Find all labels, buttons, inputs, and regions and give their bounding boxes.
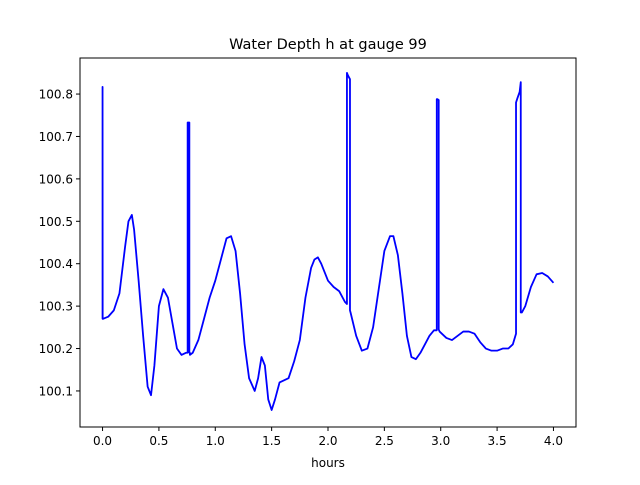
y-tick-label: 100.7: [39, 130, 73, 144]
x-axis: 0.0 0.5 1.0 1.5 2.0 2.5 3.0 3.5 4.0: [93, 427, 563, 448]
y-tick-label: 100.5: [39, 215, 73, 229]
x-tick-label: 3.0: [431, 434, 450, 448]
y-tick-label: 100.4: [39, 257, 73, 271]
x-tick-label: 1.0: [206, 434, 225, 448]
series-line-0: [101, 71, 555, 411]
y-tick-label: 100.6: [39, 172, 73, 186]
y-tick-label: 100.2: [39, 342, 73, 356]
y-axis: 100.1 100.2 100.3 100.4 100.5 100.6 100.7 100.8: [39, 88, 80, 398]
x-tick-label: 2.0: [318, 434, 337, 448]
x-tick-label: 2.5: [375, 434, 394, 448]
y-tick-label: 100.1: [39, 384, 73, 398]
y-tick-label: 100.8: [39, 88, 73, 102]
x-tick-label: 0.5: [149, 434, 168, 448]
x-tick-label: 4.0: [544, 434, 563, 448]
y-tick-label: 100.3: [39, 300, 73, 314]
chart-title: Water Depth h at gauge 99: [229, 37, 427, 53]
x-tick-label: 3.5: [488, 434, 507, 448]
x-tick-label: 0.0: [93, 434, 112, 448]
x-tick-label: 1.5: [262, 434, 281, 448]
series-layer: [101, 71, 555, 411]
x-axis-label: hours: [311, 456, 345, 470]
